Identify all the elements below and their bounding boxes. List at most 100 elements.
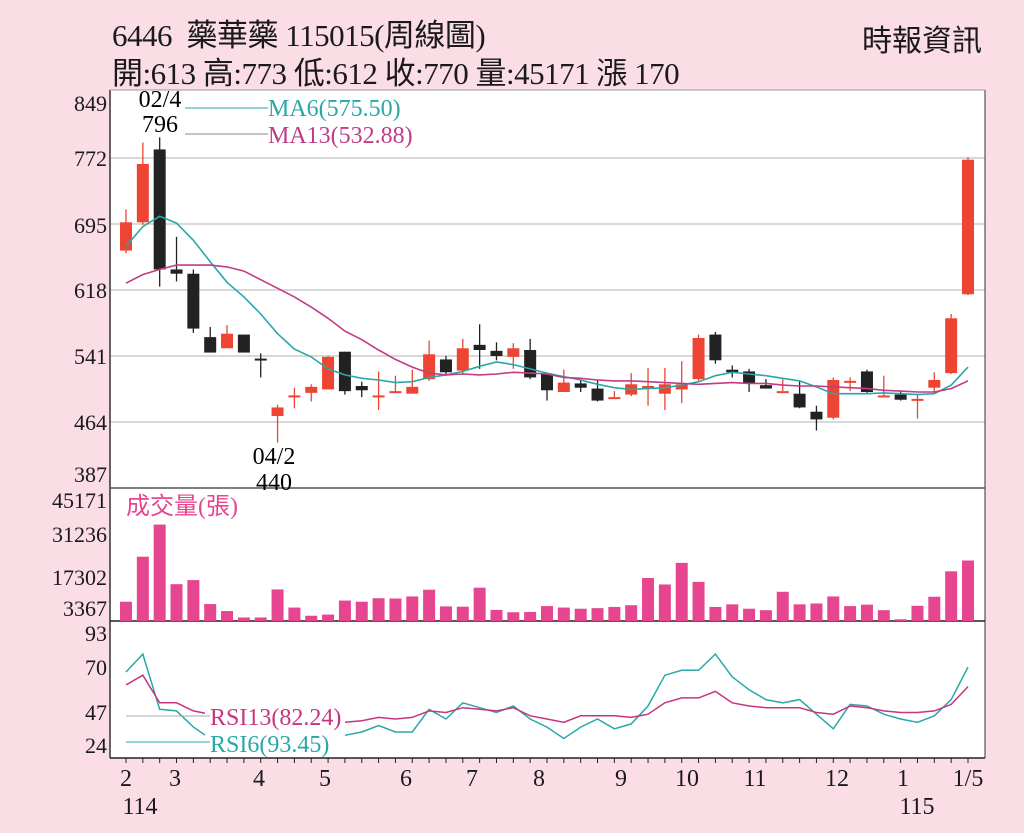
volume-bar	[810, 603, 823, 621]
volume-bar	[726, 604, 739, 621]
volume-title: 成交量(張)	[126, 493, 238, 520]
candlestick	[911, 393, 924, 419]
low-date-annotation: 04/2	[253, 444, 296, 470]
volume-bar	[372, 598, 385, 621]
volume-bar	[844, 606, 857, 621]
volume-bar	[709, 606, 722, 621]
volume-bar	[237, 617, 250, 621]
candle-body	[911, 398, 924, 401]
candle-body	[372, 395, 385, 398]
candlestick	[675, 361, 688, 404]
x-tick-label: 6	[400, 766, 412, 792]
candle-body	[456, 348, 469, 371]
candlestick	[204, 326, 217, 353]
volume-bar	[490, 609, 503, 621]
year-label: 114	[122, 794, 157, 820]
x-tick-label: 1/5	[953, 766, 984, 792]
candle-body	[557, 382, 570, 392]
candle-body	[439, 359, 452, 373]
x-tick-label: 11	[743, 766, 766, 792]
candle-body	[962, 159, 974, 295]
x-tick-label: 10	[675, 766, 699, 792]
candlestick	[709, 332, 722, 364]
candle-body	[877, 395, 890, 398]
volume-bar	[473, 587, 486, 621]
candlestick	[389, 375, 402, 394]
candle-body	[254, 358, 267, 361]
volume-bar	[305, 615, 318, 621]
volume-bar	[642, 578, 655, 621]
candlestick	[322, 356, 335, 390]
candle-body	[473, 344, 486, 350]
candle-body	[136, 164, 149, 223]
candlestick	[221, 325, 234, 349]
volume-bar	[877, 610, 890, 621]
candle-body	[574, 383, 587, 388]
candlestick	[187, 269, 200, 333]
candle-body	[608, 397, 621, 400]
candlestick	[557, 369, 570, 392]
candlestick	[844, 377, 857, 392]
volume-bar	[945, 571, 958, 621]
volume-bar	[221, 611, 234, 621]
x-tick-label: 1	[897, 766, 909, 792]
volume-bar	[776, 591, 789, 621]
volume-bar	[911, 605, 924, 621]
candle-body	[406, 386, 419, 394]
candle-body	[776, 391, 789, 394]
candlestick	[574, 380, 587, 392]
volume-bar	[557, 607, 570, 621]
ma6-line	[125, 215, 969, 396]
candle-body	[120, 222, 132, 251]
candle-body	[692, 338, 705, 380]
volume-bar	[827, 596, 840, 621]
candle-body	[204, 337, 217, 353]
candlestick	[928, 372, 941, 393]
candle-body	[894, 394, 907, 400]
candlestick	[945, 314, 958, 374]
candlestick	[136, 142, 149, 225]
volume-bar	[389, 598, 402, 621]
volume-bar	[338, 600, 351, 621]
candle-body	[726, 369, 739, 373]
candlestick	[541, 374, 553, 401]
volume-bar	[507, 612, 520, 621]
candlestick	[439, 356, 452, 375]
candle-body	[591, 388, 604, 401]
volume-bar	[675, 562, 688, 621]
x-tick-label: 12	[825, 766, 849, 792]
candle-body	[355, 386, 368, 391]
candle-body	[827, 380, 840, 418]
volume-bar	[591, 608, 604, 621]
volume-bar	[625, 605, 638, 621]
volume-bar	[456, 606, 469, 621]
ma13-legend: MA13(532.88)	[268, 123, 413, 149]
candle-body	[322, 356, 335, 390]
candle-body	[541, 374, 553, 391]
price-tick-label: 387	[74, 462, 107, 487]
volume-bar	[658, 584, 671, 621]
rsi13-legend: RSI13(82.24)	[210, 705, 341, 731]
candle-body	[844, 380, 857, 383]
volume-bar	[322, 614, 335, 621]
candle-body	[642, 386, 655, 388]
x-tick-label: 4	[253, 766, 265, 792]
source-label: 時報資訊	[862, 25, 982, 58]
candlestick	[338, 351, 351, 395]
candle-body	[288, 395, 301, 398]
volume-tick-label: 31236	[52, 522, 107, 547]
candle-body	[221, 333, 234, 349]
candle-body	[928, 380, 941, 388]
candle-body	[793, 393, 806, 408]
candle-body	[153, 149, 166, 270]
candlestick	[726, 365, 739, 378]
volume-bar	[962, 560, 974, 621]
volume-bar	[204, 604, 217, 621]
volume-bar	[187, 580, 200, 621]
rsi-tick-label: 47	[85, 700, 107, 725]
candlestick	[170, 236, 183, 282]
volume-bar	[153, 524, 166, 621]
candlestick	[153, 137, 166, 287]
candle-body	[170, 269, 183, 274]
